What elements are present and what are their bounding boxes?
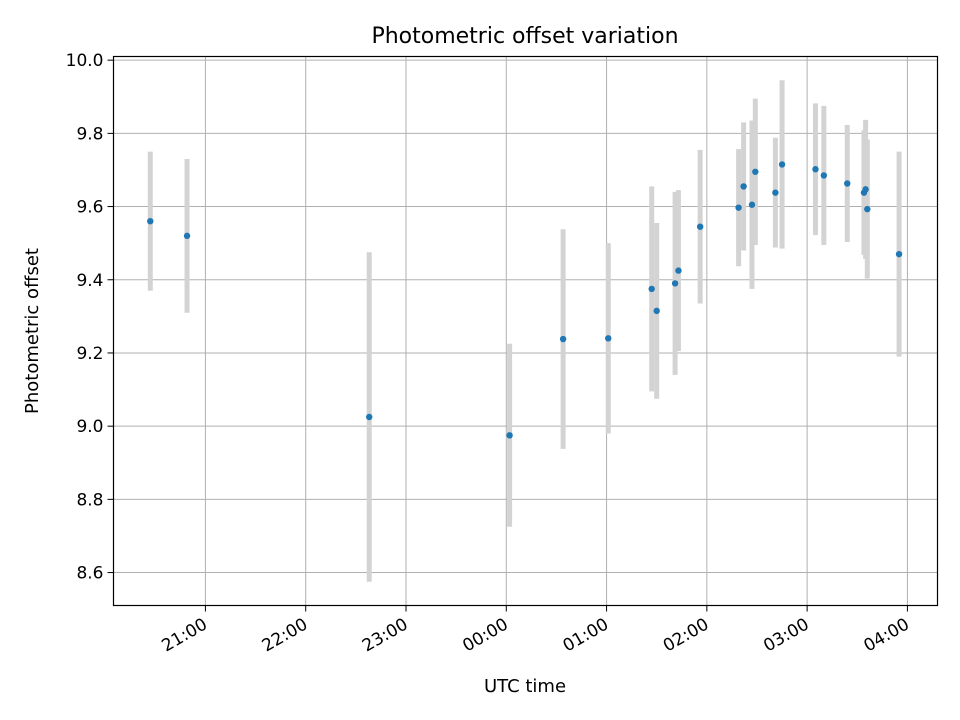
data-point xyxy=(605,335,612,342)
data-point xyxy=(895,250,903,258)
data-point xyxy=(778,161,786,168)
grid xyxy=(113,56,938,606)
data-point xyxy=(812,166,819,173)
data-point xyxy=(653,307,660,315)
data-point xyxy=(844,180,851,187)
y-tick-label: 8.8 xyxy=(76,490,103,510)
y-tick-label: 9.0 xyxy=(76,417,103,437)
data-point xyxy=(506,432,513,439)
data-point xyxy=(559,335,567,343)
data-point xyxy=(735,204,742,211)
data-point xyxy=(820,172,828,179)
data-point xyxy=(183,232,191,240)
y-tick-label: 9.6 xyxy=(76,198,103,218)
data-point xyxy=(748,201,756,208)
data-point xyxy=(366,413,373,421)
x-axis-label: UTC time xyxy=(484,676,566,697)
y-tick-label: 9.8 xyxy=(76,124,103,144)
data-point xyxy=(772,189,779,196)
y-tick-label: 9.2 xyxy=(76,344,103,364)
y-tick-label: 9.4 xyxy=(76,271,103,291)
data-point xyxy=(648,285,655,293)
data-points xyxy=(147,161,903,439)
data-point xyxy=(864,205,871,213)
data-point xyxy=(740,183,747,190)
y-tick-label: 10.0 xyxy=(66,51,104,71)
y-axis-label: Photometric offset xyxy=(22,248,43,414)
data-point xyxy=(752,168,759,175)
data-point xyxy=(675,267,682,274)
y-tick-label: 8.6 xyxy=(76,564,103,584)
data-point xyxy=(862,186,869,193)
chart-title: Photometric offset variation xyxy=(371,24,678,49)
data-point xyxy=(696,223,704,230)
plot-frame xyxy=(112,55,939,607)
data-point xyxy=(671,280,679,287)
data-point xyxy=(147,218,154,225)
